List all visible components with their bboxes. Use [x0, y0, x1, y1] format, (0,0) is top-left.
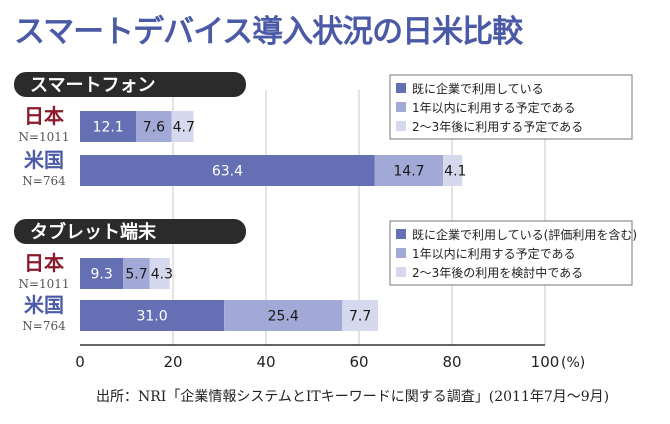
category-sublabel: N=1011 — [18, 130, 69, 144]
category-label: 日本 — [24, 104, 64, 128]
bar-value-label: 9.3 — [90, 267, 112, 283]
legend-label: 2〜3年後に利用する予定である — [412, 119, 583, 134]
bar-segment — [224, 300, 343, 331]
bar-value-label: 14.7 — [393, 164, 424, 180]
bar-value-label: 4.1 — [444, 164, 466, 180]
section-title: スマートフォン — [30, 75, 155, 96]
legend-swatch — [396, 102, 406, 112]
legend-box — [389, 74, 633, 140]
category-sublabel: N=764 — [22, 174, 66, 188]
x-tick-label: 40 — [256, 353, 275, 371]
legend-swatch — [396, 267, 406, 277]
bar-value-label: 63.4 — [212, 164, 243, 180]
legend-swatch — [396, 248, 406, 258]
x-tick-label: 20 — [163, 353, 182, 371]
x-tick-label: 60 — [349, 353, 368, 371]
bar-segment — [342, 300, 379, 331]
bar-segment — [136, 111, 172, 142]
legend-label: 既に企業で利用している(評価利用を含む) — [412, 227, 637, 242]
legend-box — [389, 220, 633, 286]
section-header — [14, 219, 246, 244]
source-note: 出所：NRI「企業情報システムとITキーワードに関する調査」(2011年7月〜9… — [96, 389, 610, 405]
legend-label: 1年以内に利用する予定である — [412, 246, 576, 261]
bar-segment — [443, 155, 463, 186]
legend-label: 1年以内に利用する予定である — [412, 100, 576, 115]
bar-value-label: 4.7 — [173, 120, 195, 136]
legend-label: 既に企業で利用している — [412, 81, 544, 96]
x-tick-label: 80 — [442, 353, 461, 371]
section-header — [14, 72, 246, 97]
bar-value-label: 31.0 — [136, 309, 167, 325]
bar-value-label: 25.4 — [268, 309, 299, 325]
page-title: スマートデバイス導入状況の日米比較 — [14, 14, 523, 50]
bar-segment — [149, 258, 170, 289]
bar-value-label: 5.7 — [125, 267, 147, 283]
legend-label: 2〜3年後の利用を検討中である — [412, 265, 583, 280]
category-sublabel: N=1011 — [18, 277, 69, 291]
bar-segment — [374, 155, 444, 186]
bar-segment — [171, 111, 194, 142]
bar-segment — [80, 300, 225, 331]
legend-swatch — [396, 121, 406, 131]
bar-segment — [80, 155, 375, 186]
bar-segment — [123, 258, 150, 289]
bar-segment — [80, 258, 124, 289]
category-label: 米国 — [24, 293, 64, 317]
x-tick-label: 0 — [75, 353, 85, 371]
legend-swatch — [396, 229, 406, 239]
bar-segment — [80, 111, 137, 142]
x-axis-unit: (%) — [561, 355, 585, 371]
bar-value-label: 7.7 — [349, 309, 371, 325]
category-label: 日本 — [24, 251, 64, 275]
section-title: タブレット端末 — [30, 221, 157, 243]
category-label: 米国 — [24, 148, 64, 172]
x-tick-label: 100 — [531, 353, 560, 371]
bar-value-label: 4.3 — [151, 267, 173, 283]
bar-value-label: 12.1 — [93, 120, 124, 136]
legend-swatch — [396, 83, 406, 93]
bar-value-label: 7.6 — [143, 120, 165, 136]
category-sublabel: N=764 — [22, 319, 66, 333]
